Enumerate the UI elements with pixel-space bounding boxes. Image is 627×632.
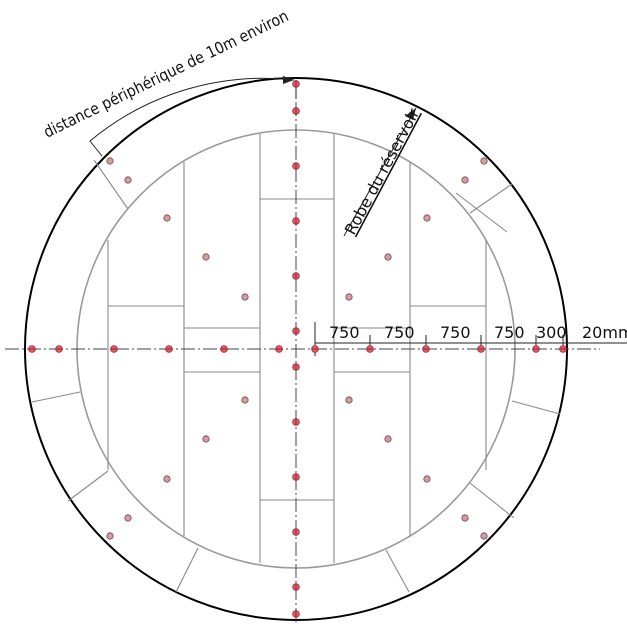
measurement-point [292,583,300,591]
measurement-point [461,176,469,184]
measurement-point [241,293,249,301]
measurement-point [202,253,210,261]
measurement-point [461,514,469,522]
measurement-point [345,293,353,301]
measurement-point [241,396,249,404]
measurement-point [559,345,567,353]
measurement-point [292,80,300,88]
measurement-point [422,345,430,353]
measurement-point [345,396,353,404]
measurement-point [292,363,300,371]
measurement-point [163,475,171,483]
dim-label-4: 750 [494,323,525,342]
dim-label-1: 750 [329,323,360,342]
dim-label-3: 750 [440,323,471,342]
measurement-point [124,176,132,184]
measurement-point [106,532,114,540]
measurement-point [163,214,171,222]
measurement-point [220,345,228,353]
measurement-point [384,435,392,443]
measurement-point [292,418,300,426]
measurement-point [292,107,300,115]
dimension-chain [314,322,627,356]
measurement-point [480,157,488,165]
measurement-point [292,528,300,536]
measurement-point [124,514,132,522]
perimeter-note: distance périphérique de 10m environ [40,6,291,141]
dim-label-2: 750 [384,323,415,342]
measurement-point [384,253,392,261]
robe-label: Robe du réservoir [341,105,424,238]
measurement-point [311,345,319,353]
measurement-point [292,327,300,335]
bottom-plates [107,134,487,563]
measurement-point [292,217,300,225]
measurement-point [366,345,374,353]
measurement-point [532,345,540,353]
measurement-point [480,532,488,540]
measurement-point [477,345,485,353]
dim-label-5: 300 [536,323,567,342]
measurement-point [28,345,36,353]
dim-label-6: 20mm [582,323,627,342]
perimeter-dimension [89,76,297,157]
measurement-point [106,157,114,165]
measurement-point [423,475,431,483]
measurement-point [55,345,63,353]
measurement-point [202,435,210,443]
measurement-point [292,272,300,280]
measurement-point [110,345,118,353]
measurement-point [423,214,431,222]
robe-leader [343,107,417,237]
measurement-point [275,345,283,353]
measurement-point [165,345,173,353]
annular-segment-lines [31,159,561,593]
measurement-point [292,610,300,618]
measurement-point [292,162,300,170]
measurement-point [292,473,300,481]
measurement-points [28,80,567,618]
